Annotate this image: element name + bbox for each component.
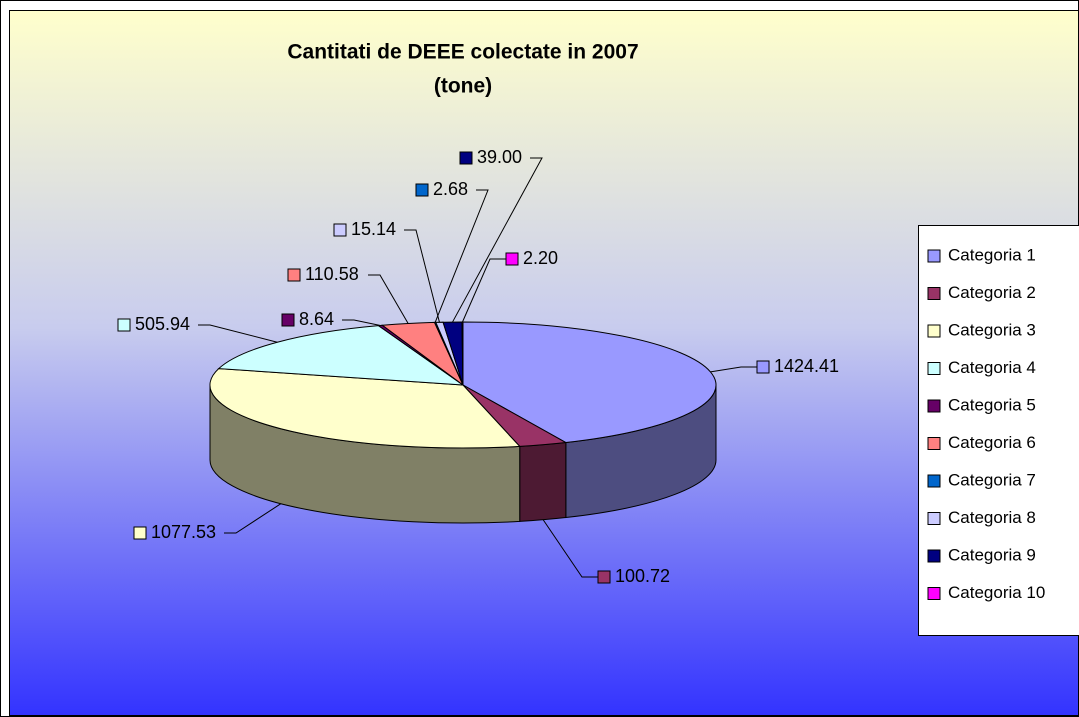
leader-line xyxy=(542,519,598,578)
label-swatch xyxy=(117,318,131,332)
legend-swatch xyxy=(927,399,941,413)
data-label: 100.72 xyxy=(615,566,670,586)
legend-label: Categoria 3 xyxy=(948,320,1036,339)
data-label: 2.68 xyxy=(433,179,468,199)
legend-label: Categoria 8 xyxy=(948,508,1036,527)
legend-label: Categoria 4 xyxy=(948,358,1036,377)
data-label: 1077.53 xyxy=(151,522,216,542)
chart-title: Cantitati de DEEE colectate in 2007 xyxy=(287,41,638,64)
data-label: 15.14 xyxy=(351,219,396,239)
legend-label: Categoria 10 xyxy=(948,583,1045,602)
legend: Categoria 1 Categoria 2 Categoria 3 Categor… xyxy=(918,225,1079,636)
slice xyxy=(209,368,521,449)
data-label: 1424.41 xyxy=(774,356,839,376)
leader-line xyxy=(434,189,489,323)
legend-swatch xyxy=(927,324,941,338)
label-swatch xyxy=(459,151,473,165)
label-swatch xyxy=(133,526,147,540)
label-swatch xyxy=(505,252,519,266)
legend-label: Categoria 9 xyxy=(948,545,1036,564)
label-swatch xyxy=(287,268,301,282)
label-swatch xyxy=(333,223,347,237)
legend-swatch xyxy=(927,549,941,563)
leader-line xyxy=(462,258,506,323)
leader-line xyxy=(404,229,440,323)
legend-box xyxy=(918,225,1079,636)
data-label: 110.58 xyxy=(305,264,359,284)
legend-label: Categoria 1 xyxy=(948,245,1036,264)
data-labels: 1424.41 100.72 1077.53 505.94 8.64 110.58 2.68… xyxy=(117,147,839,586)
data-label: 8.64 xyxy=(299,309,334,329)
label-swatch xyxy=(415,183,429,197)
leader-line xyxy=(452,157,543,323)
leader-line xyxy=(198,324,278,343)
legend-swatch xyxy=(927,512,941,525)
legend-label: Categoria 6 xyxy=(948,433,1036,452)
chart-subtitle: (tone) xyxy=(434,75,492,98)
pie xyxy=(209,321,717,524)
leader-line xyxy=(224,503,282,534)
data-label: 39.00 xyxy=(477,147,522,167)
legend-label: Categoria 5 xyxy=(948,395,1036,414)
legend-swatch xyxy=(927,587,941,600)
legend-label: Categoria 7 xyxy=(948,470,1036,489)
slice-side xyxy=(519,442,567,522)
label-swatch xyxy=(597,570,611,584)
legend-swatch xyxy=(927,362,941,375)
leader-line xyxy=(710,366,757,373)
legend-swatch xyxy=(927,437,941,450)
legend-swatch xyxy=(927,287,941,300)
leader-line xyxy=(368,274,409,324)
leader-line xyxy=(342,319,381,326)
label-swatch xyxy=(281,313,295,327)
legend-swatch xyxy=(927,474,941,488)
label-swatch xyxy=(756,360,770,374)
slice xyxy=(217,325,465,386)
data-label: 505.94 xyxy=(135,314,190,334)
data-label: 2.20 xyxy=(523,248,558,268)
legend-swatch xyxy=(927,249,941,263)
legend-label: Categoria 2 xyxy=(948,283,1036,302)
